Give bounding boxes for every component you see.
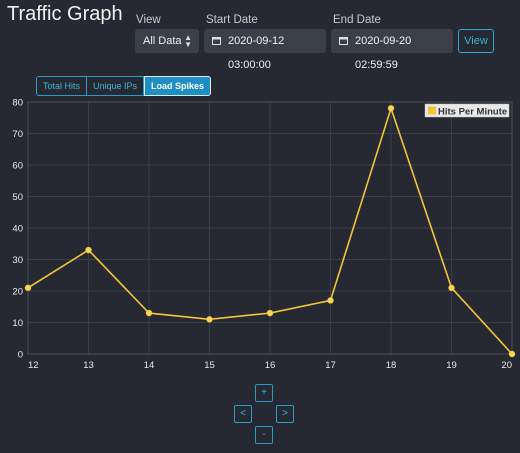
data-point[interactable] [206,316,213,323]
tab-load-spikes[interactable]: Load Spikes [144,76,212,96]
plot-frame [27,101,513,355]
legend-swatch [428,106,436,115]
calendar-icon [212,37,221,45]
tab-unique-ips[interactable]: Unique IPs [87,76,145,96]
y-tick-label: 40 [12,224,23,235]
start-date-value: 2020-09-12 03:00:00 [228,35,285,71]
view-select[interactable]: All Data ▲ ▼ [135,29,199,53]
view-label: View [136,14,161,26]
end-date-label: End Date [333,14,381,26]
y-tick-label: 70 [12,129,23,140]
x-tick-label: 14 [144,360,155,371]
view-button[interactable]: View [458,29,494,53]
x-tick-label: 20 [501,360,512,371]
legend-box [424,103,510,118]
data-point[interactable] [145,309,153,317]
x-tick-label: 18 [386,360,397,371]
y-tick-label: 60 [12,161,23,172]
view-select-value: All Data [143,35,182,47]
end-date-input[interactable]: 2020-09-20 02:59:59 [331,29,453,71]
y-tick-label: 80 [12,98,23,109]
start-date-input[interactable]: 2020-09-12 03:00:00 [204,29,326,71]
data-point[interactable] [327,297,334,304]
tab-total-hits[interactable]: Total Hits [36,76,88,96]
end-date-value: 2020-09-20 02:59:59 [355,35,412,71]
zoom-in-button[interactable]: + [255,384,273,402]
x-tick-label: 19 [446,360,457,371]
y-tick-label: 10 [12,318,23,329]
select-arrows-icon: ▲ ▼ [184,33,192,49]
x-tick-label: 17 [325,360,336,371]
start-date-label: Start Date [206,14,258,26]
y-tick-label: 50 [12,192,23,203]
data-point[interactable] [387,105,395,112]
y-tick-label: 0 [18,350,23,361]
y-tick-label: 20 [12,287,23,298]
pan-left-button[interactable]: < [234,405,252,423]
data-point[interactable] [508,350,516,358]
pan-right-button[interactable]: > [276,405,294,423]
x-tick-label: 16 [265,360,276,371]
data-point[interactable] [266,309,274,317]
traffic-line-chart: 0 10 20 30 40 50 60 70 80 12 13 14 15 16 17 18 19 20 Hits … [12,98,516,371]
data-point[interactable] [448,284,455,292]
x-tick-label: 15 [204,360,215,371]
x-tick-label: 12 [28,360,39,371]
calendar-icon [339,37,348,45]
y-tick-label: 30 [12,255,23,266]
graph-tabs: Total Hits Unique IPs Load Spikes [36,76,212,96]
zoom-out-button[interactable]: - [255,426,273,444]
x-tick-label: 13 [83,360,94,371]
data-point[interactable] [24,284,32,292]
page-title: Traffic Graph [7,3,123,25]
legend-label: Hits Per Minute [438,107,507,118]
data-point[interactable] [85,246,92,254]
